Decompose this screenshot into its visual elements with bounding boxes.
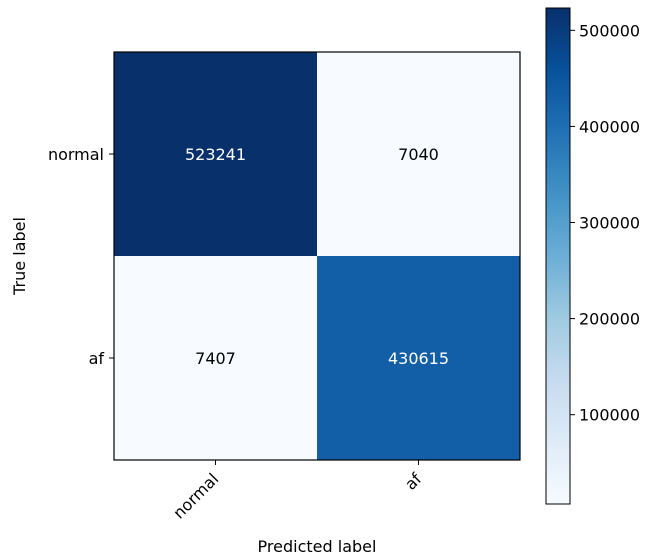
plot-frame: [113, 51, 521, 461]
colorbar-ticks: 100000 200000 300000 400000 500000: [570, 21, 640, 425]
x-tick-label: normal: [169, 469, 222, 522]
matrix-cell: [114, 256, 318, 461]
matrix-cell-labels: 523241 7040 7407 430615: [185, 145, 449, 368]
y-axis-label: True label: [10, 217, 29, 296]
y-tick-label: af: [89, 349, 105, 368]
matrix-cells: [114, 52, 521, 461]
colorbar-tick-label: 400000: [579, 117, 640, 136]
colorbar-tick-label: 200000: [579, 310, 640, 329]
matrix-cell: [114, 52, 318, 257]
matrix-cell: [317, 52, 521, 257]
colorbar-tick-label: 100000: [579, 406, 640, 425]
y-axis-ticks: normal af: [48, 145, 114, 368]
colorbar: 100000 200000 300000 400000 500000: [545, 7, 640, 505]
matrix-cell-value: 430615: [388, 349, 449, 368]
x-axis-ticks: normal af: [169, 460, 426, 522]
colorbar-gradient: [545, 7, 571, 505]
colorbar-tick-label: 500000: [579, 21, 640, 40]
colorbar-tick-label: 300000: [579, 214, 640, 233]
matrix-cell-value: 523241: [185, 145, 246, 164]
y-tick-label: normal: [48, 145, 104, 164]
matrix-cell-value: 7040: [398, 145, 439, 164]
x-axis-label: Predicted label: [258, 537, 377, 556]
matrix-cell: [317, 256, 521, 461]
matrix-cell-value: 7407: [195, 349, 236, 368]
x-tick-label: af: [401, 469, 426, 494]
